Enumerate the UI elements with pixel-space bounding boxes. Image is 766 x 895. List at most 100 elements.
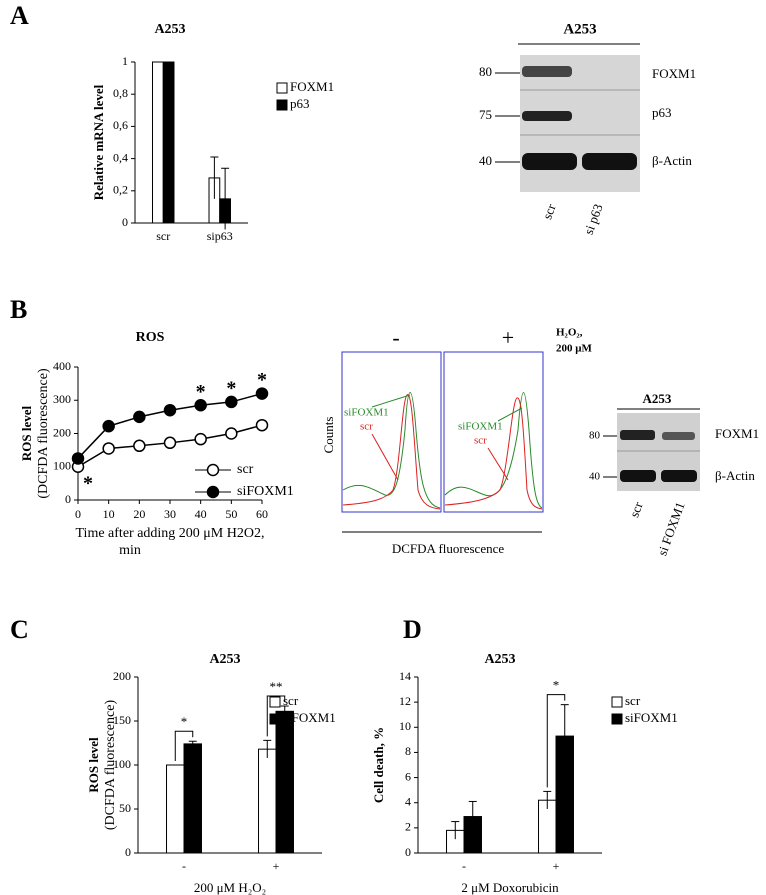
y-tick-label: 400 (53, 359, 71, 373)
condition-label: + (502, 325, 514, 350)
panel-label: B (10, 295, 27, 324)
legend-label: FOXM1 (290, 79, 334, 94)
bar (152, 61, 164, 224)
blot-band (582, 153, 637, 170)
y-tick-label: 200 (113, 669, 131, 683)
x-tick-label: 40 (195, 507, 207, 521)
flow-curve (342, 394, 441, 510)
y-axis-label: (DCFDA fluorescence) (36, 368, 51, 499)
point (225, 395, 238, 409)
panel-label: A (10, 1, 29, 30)
flow-ylabel: Counts (321, 417, 336, 454)
y-axis-label: (DCFDA fluorescence) (103, 700, 118, 831)
y-tick-label: 0,2 (113, 183, 128, 197)
legend-swatch (276, 99, 288, 111)
legend-label: scr (283, 693, 299, 708)
significance-label: * (181, 714, 188, 729)
significance-bracket (174, 730, 194, 761)
flow-frame (443, 351, 544, 513)
y-tick-label: 100 (113, 757, 131, 771)
y-tick-label: 0 (405, 845, 411, 859)
y-axis-label: ROS level (86, 737, 101, 793)
legend-swatch (611, 696, 623, 708)
flow-arrow (487, 447, 509, 481)
y-tick-label: 0 (125, 845, 131, 859)
legend-label: siFOXM1 (625, 710, 678, 725)
bar (162, 61, 175, 224)
significance-label: * (257, 369, 267, 391)
x-tick-label: - (182, 859, 186, 873)
flow-series-label: scr (474, 435, 487, 447)
legend-swatch (269, 713, 281, 725)
flow-xlabel: DCFDA fluorescence (392, 541, 505, 556)
significance-label: * (226, 378, 236, 400)
flow-frame (341, 351, 442, 513)
band-label: β-Actin (652, 153, 692, 168)
y-tick-label: 50 (119, 801, 131, 815)
bar (183, 743, 202, 854)
x-tick-label: scr (156, 229, 170, 243)
significance-bracket (546, 694, 566, 788)
point (163, 436, 177, 450)
blot-band (522, 66, 572, 77)
legend-marker (206, 463, 220, 477)
point (255, 418, 269, 432)
panel-label: C (10, 615, 29, 644)
flow-arrow (371, 433, 399, 481)
chart-title: A253 (154, 22, 185, 37)
y-tick-label: 300 (53, 392, 71, 406)
y-tick-label: 6 (405, 769, 411, 783)
x-axis-label: min (119, 543, 141, 558)
y-axis-label: ROS level (19, 405, 34, 461)
point (194, 432, 207, 446)
blot-band (522, 111, 572, 121)
flow-arrow (371, 394, 411, 408)
x-tick-label: 60 (256, 507, 268, 521)
y-tick-label: 0 (65, 492, 71, 506)
flow-series-label: scr (360, 421, 373, 433)
y-tick-label: 200 (53, 425, 71, 439)
flow-curve (342, 392, 441, 509)
x-tick-label: 0 (75, 507, 81, 521)
lane-label: si p63 (581, 202, 606, 237)
mw-marker: 75 (479, 107, 492, 122)
mw-marker: 80 (589, 430, 601, 442)
point (102, 419, 115, 433)
y-tick-label: 8 (405, 744, 411, 758)
blot-band (620, 430, 655, 440)
legend-label: scr (237, 462, 254, 477)
blot-title: A253 (563, 21, 596, 37)
blot-b: A253 80 40 FOXM1 β-Actin scr si FOXM1 (589, 391, 759, 558)
mw-marker: 80 (479, 64, 492, 79)
significance-label: * (196, 381, 206, 403)
y-tick-label: 4 (405, 794, 411, 808)
flow-panel: - + H₂O₂, 200 μM Counts siFOXM1 scr siFO… (321, 325, 593, 556)
band-label: β-Actin (715, 468, 755, 483)
blot-a: A253 80 75 40 FOXM1 p63 β-Actin scr si p… (479, 21, 696, 236)
chart-title: ROS (136, 330, 165, 345)
x-axis-label: 200 μM H₂O₂ (194, 880, 266, 895)
legend-swatch (611, 713, 623, 725)
point (102, 442, 115, 455)
chart-title: A253 (484, 652, 515, 667)
x-tick-label: + (273, 859, 280, 873)
lane-label: scr (539, 201, 559, 221)
lane-label: si FOXM1 (654, 500, 687, 558)
legend-label: scr (625, 693, 641, 708)
treatment-label: 200 μM (556, 343, 592, 355)
blot-band (522, 153, 577, 170)
x-tick-label: + (553, 859, 560, 873)
x-axis-label: 2 μM Doxorubicin (461, 880, 559, 895)
x-axis-label: Time after adding 200 μM H2O2, (76, 526, 265, 541)
significance-label: * (83, 472, 93, 494)
point (163, 403, 177, 417)
point (71, 452, 85, 465)
flow-series-label: siFOXM1 (458, 421, 503, 433)
y-tick-label: 0,8 (113, 86, 128, 100)
y-tick-label: 100 (53, 459, 71, 473)
significance-bracket (266, 695, 286, 737)
y-tick-label: 12 (399, 694, 411, 708)
bar (275, 710, 294, 854)
y-tick-label: 150 (113, 713, 131, 727)
point (133, 439, 146, 453)
